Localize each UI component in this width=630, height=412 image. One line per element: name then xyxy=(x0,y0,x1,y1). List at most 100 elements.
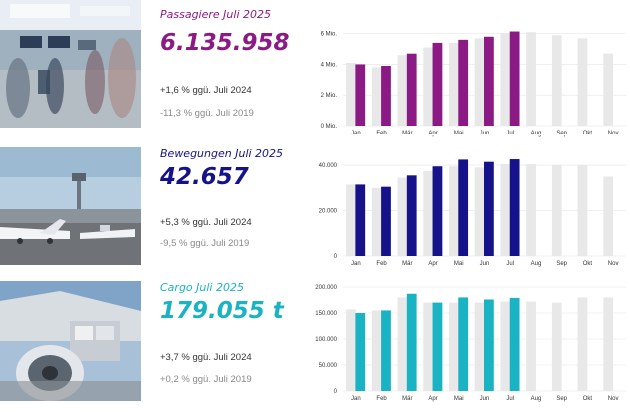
x-tick-label: Apr xyxy=(428,396,437,402)
kpi-value: 179.055 t xyxy=(160,298,284,324)
divider xyxy=(0,134,630,135)
bar-prev-year xyxy=(577,297,588,391)
bar-prev-year xyxy=(423,302,434,391)
bar-current-year xyxy=(432,302,443,391)
x-tick-label: Jul xyxy=(506,396,514,402)
bar-prev-year xyxy=(577,38,588,126)
y-tick-label: 200.000 xyxy=(315,285,337,291)
kpi-comparison-prev-year: +1,6 % ggü. Juli 2024 xyxy=(160,85,252,96)
apron-tower-photo xyxy=(0,147,141,265)
bar-current-year xyxy=(432,42,443,126)
bar-current-year xyxy=(509,159,520,256)
bar-current-year xyxy=(381,186,391,256)
bar-prev-year xyxy=(500,301,511,391)
x-tick-label: Nov xyxy=(608,396,619,402)
x-tick-label: Mai xyxy=(454,261,464,267)
bar-prev-year xyxy=(448,166,459,256)
kpi-comparison-prev-year: +5,3 % ggü. Juli 2024 xyxy=(160,217,252,228)
bar-prev-year xyxy=(448,302,459,391)
bar-prev-year xyxy=(500,163,511,256)
x-tick-label: Okt xyxy=(583,396,593,402)
bar-current-year xyxy=(406,53,417,126)
x-tick-label: Mär xyxy=(402,261,412,267)
y-tick-label: 0 Mio. xyxy=(321,124,338,130)
bar-prev-year xyxy=(551,35,562,126)
bar-current-year xyxy=(484,161,494,256)
bar-prev-year xyxy=(371,187,382,256)
kpi-title: Passagiere Juli 2025 xyxy=(160,8,271,21)
y-tick-label: 6 Mio. xyxy=(321,32,338,38)
kpi-value: 42.657 xyxy=(160,164,249,190)
x-tick-label: Feb xyxy=(376,396,387,402)
kpi-comparison-2019: +0,2 % ggü. Juli 2019 xyxy=(160,374,252,385)
bar-current-year xyxy=(458,297,469,391)
bar-prev-year xyxy=(603,297,614,391)
kpi-comparison-prev-year: +3,7 % ggü. Juli 2024 xyxy=(160,352,252,363)
bar-prev-year xyxy=(448,42,459,126)
x-tick-label: Jun xyxy=(480,396,490,402)
kpi-value: 6.135.958 xyxy=(160,30,290,56)
bar-current-year xyxy=(355,184,366,256)
bar-prev-year xyxy=(603,176,614,256)
bar-prev-year xyxy=(346,184,356,256)
bar-prev-year xyxy=(577,165,588,256)
cargo-loading-photo xyxy=(0,281,141,401)
kpi-title: Cargo Juli 2025 xyxy=(160,281,244,294)
x-tick-label: Sep xyxy=(556,396,567,402)
x-tick-label: Jun xyxy=(480,261,490,267)
y-tick-label: 40.000 xyxy=(319,163,338,169)
bar-chart-movements: 0 20.000 40.000 Jan Feb Mär Apr Mai Jun Jul Aug Sep… xyxy=(319,159,626,267)
y-tick-label: 4 Mio. xyxy=(321,62,338,68)
bar-current-year xyxy=(432,166,443,256)
bar-prev-year xyxy=(346,309,356,391)
bar-current-year xyxy=(355,313,366,391)
bar-current-year xyxy=(484,299,494,391)
kpi-row-movements: Bewegungen Juli 2025 42.657 +5,3 % ggü. … xyxy=(0,147,630,273)
bar-prev-year xyxy=(474,38,485,126)
bar-prev-year xyxy=(474,167,485,256)
x-tick-label: Jan xyxy=(351,396,361,402)
y-tick-label: 150.000 xyxy=(315,311,337,317)
bar-prev-year xyxy=(423,47,434,126)
bar-prev-year xyxy=(397,55,408,126)
kpi-title: Bewegungen Juli 2025 xyxy=(160,147,284,160)
bar-prev-year xyxy=(474,302,485,391)
bar-prev-year xyxy=(526,163,536,256)
y-tick-label: 50.000 xyxy=(319,363,338,369)
bar-prev-year xyxy=(551,302,562,391)
bar-current-year xyxy=(381,66,391,126)
y-tick-label: 20.000 xyxy=(319,209,338,215)
bar-chart-cargo: 0 50.000 100.000 150.000 200.000 Jan Feb Mär Apr… xyxy=(315,285,626,402)
y-tick-label: 100.000 xyxy=(315,337,337,343)
bar-current-year xyxy=(509,297,520,391)
x-tick-label: Apr xyxy=(428,261,437,267)
terminal-hall-photo xyxy=(0,0,141,128)
x-tick-label: Okt xyxy=(583,261,593,267)
y-tick-label: 0 xyxy=(334,254,338,260)
bar-chart-passengers: 0 Mio.2 Mio.4 Mio.6 Mio.JanFebMärAprMaiJ… xyxy=(321,31,626,137)
x-tick-label: Sep xyxy=(556,261,567,267)
x-tick-label: Mai xyxy=(454,396,464,402)
bar-prev-year xyxy=(603,53,614,126)
x-tick-label: Jul xyxy=(506,261,514,267)
bar-prev-year xyxy=(397,297,408,391)
bar-prev-year xyxy=(526,301,536,391)
bar-current-year xyxy=(381,310,391,391)
bar-prev-year xyxy=(346,62,356,126)
kpi-row-passengers: Passagiere Juli 2025 6.135.958 +1,6 % gg… xyxy=(0,0,630,137)
bar-prev-year xyxy=(371,67,382,126)
x-tick-label: Aug xyxy=(531,396,542,402)
bar-current-year xyxy=(458,159,469,256)
kpi-comparison-2019: -11,3 % ggü. Juli 2019 xyxy=(160,108,254,119)
bar-prev-year xyxy=(423,170,434,256)
bar-prev-year xyxy=(397,177,408,256)
bar-current-year xyxy=(458,39,469,126)
x-tick-label: Nov xyxy=(608,261,619,267)
bar-current-year xyxy=(355,64,366,126)
bar-prev-year xyxy=(526,32,536,126)
bar-prev-year xyxy=(371,310,382,391)
bar-current-year xyxy=(509,31,520,127)
bar-prev-year xyxy=(500,32,511,126)
kpi-row-cargo: Cargo Juli 2025 179.055 t +3,7 % ggü. Ju… xyxy=(0,281,630,412)
x-tick-label: Mär xyxy=(402,396,412,402)
